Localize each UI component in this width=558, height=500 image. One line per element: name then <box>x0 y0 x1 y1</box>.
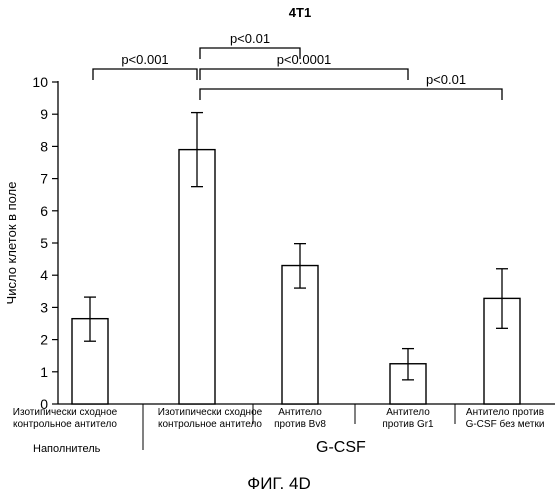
y-tick-label-3: 3 <box>40 299 48 315</box>
significance-bracket-3 <box>200 89 502 100</box>
y-tick-label-2: 2 <box>40 332 48 348</box>
significance-bracket-0 <box>93 69 197 80</box>
y-tick-label-1: 1 <box>40 364 48 380</box>
group-label-vehicle: Наполнитель <box>33 443 100 455</box>
y-tick-label-7: 7 <box>40 171 48 187</box>
category-label-3: Антитело против Gr1 <box>358 407 458 431</box>
category-label-0: Изотипически сходное контрольное антител… <box>0 407 130 431</box>
y-tick-label-9: 9 <box>40 106 48 122</box>
y-tick-label-8: 8 <box>40 138 48 154</box>
y-tick-label-4: 4 <box>40 267 48 283</box>
group-label-gcsf: G-CSF <box>316 439 366 457</box>
y-tick-label-6: 6 <box>40 203 48 219</box>
y-axis-label: Число клеток в поле <box>4 182 19 305</box>
significance-bracket-2 <box>200 69 408 80</box>
bar-1 <box>179 150 215 404</box>
significance-label-1: p<0.01 <box>230 31 270 46</box>
y-tick-label-5: 5 <box>40 235 48 251</box>
y-tick-label-10: 10 <box>32 74 48 90</box>
significance-label-2: p<0.0001 <box>277 52 332 67</box>
figure-caption: ФИГ. 4D <box>0 474 558 494</box>
significance-label-3: p<0.01 <box>426 72 466 87</box>
category-label-4: Антитело против G-CSF без метки <box>450 407 558 431</box>
category-label-2: Антитело против Bv8 <box>250 407 350 431</box>
significance-label-0: p<0.001 <box>121 52 168 67</box>
